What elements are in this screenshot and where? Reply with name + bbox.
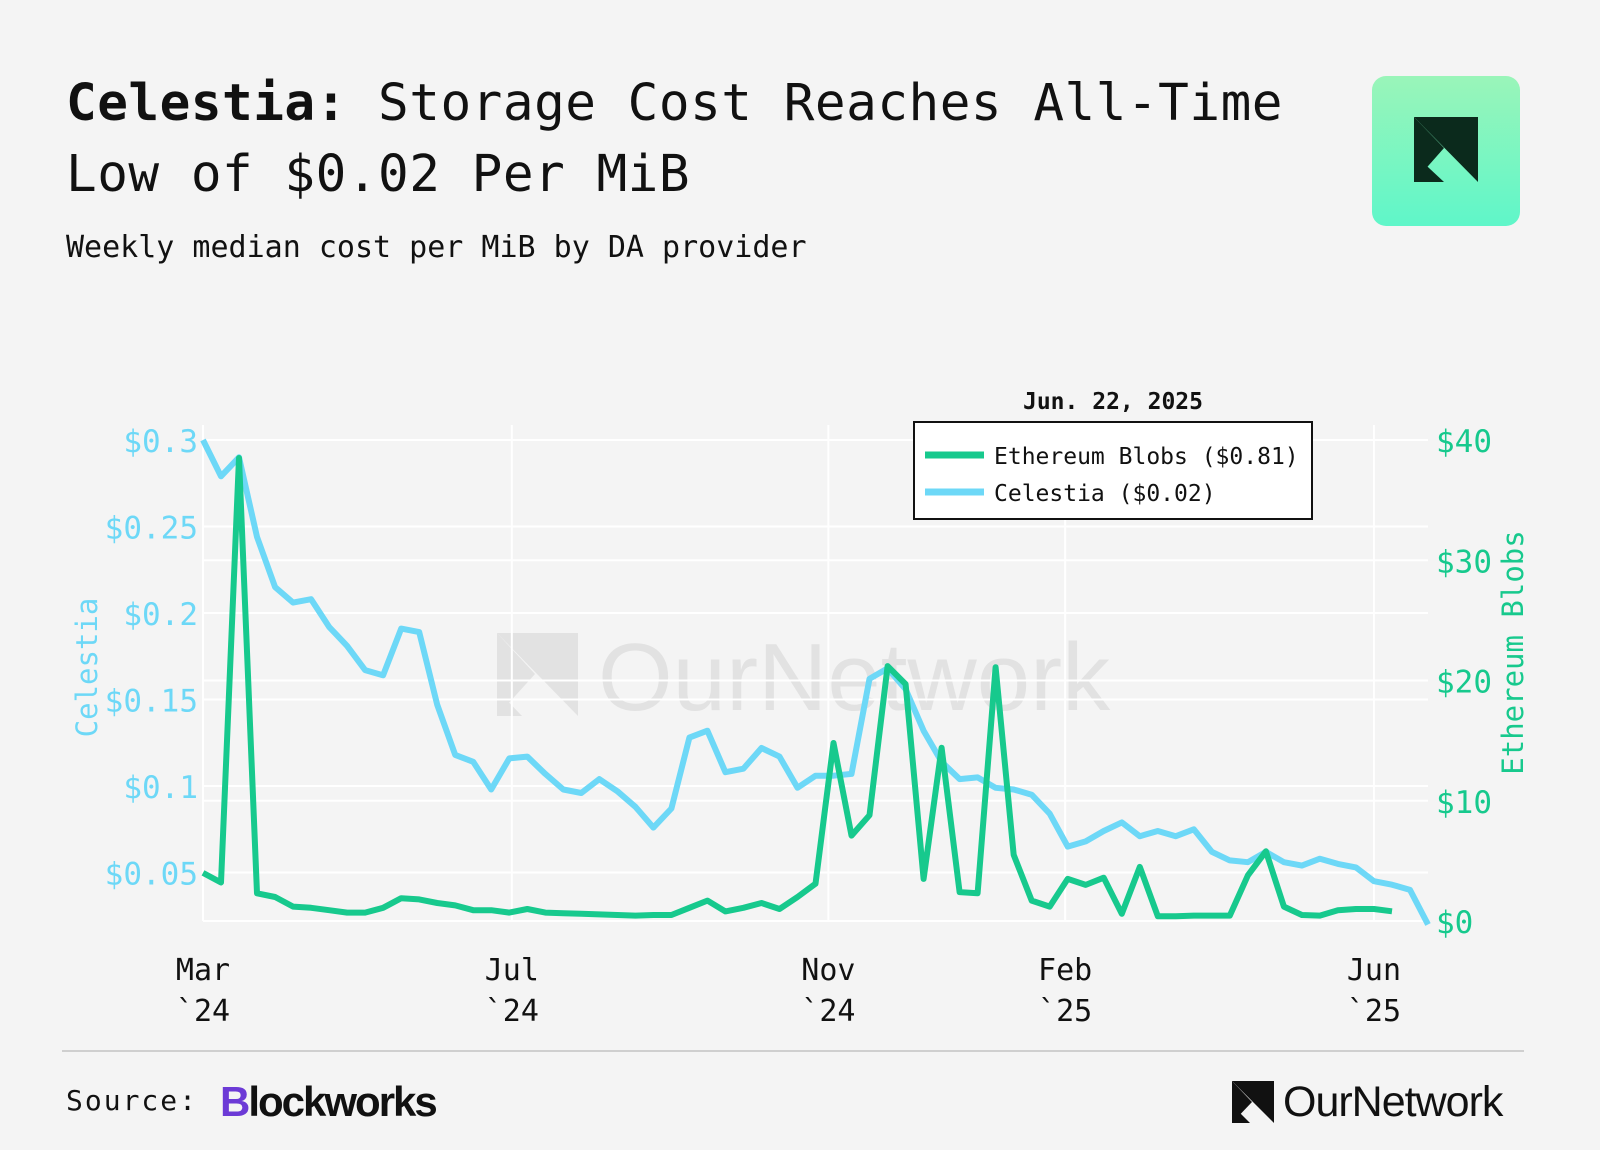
legend-label-celestia: Celestia ($0.02) (994, 481, 1216, 507)
x-tick-label-year: `24 (801, 994, 855, 1029)
right-axis-title: Ethereum Blobs (1496, 530, 1530, 774)
ethereum-series-line (201, 455, 1393, 920)
left-tick-label: $0.1 (123, 770, 198, 806)
x-tick-label-year: `24 (485, 994, 539, 1029)
celestia-series-line (200, 438, 1431, 926)
watermark-mark-icon (497, 633, 535, 716)
x-tick-label-year: `25 (1347, 994, 1401, 1029)
left-tick-label: $0.05 (105, 857, 198, 893)
blockworks-rest: lockworks (248, 1078, 437, 1125)
left-tick-label: $0.15 (105, 684, 198, 720)
title-rest-part: Storage Cost Reaches All-Time Low of $0.… (66, 74, 1283, 204)
hover-date-label: Jun. 22, 2025 (1023, 389, 1203, 415)
left-axis-title: Celestia (70, 598, 104, 738)
title-bold-part: Celestia: (66, 74, 347, 133)
right-tick-label: $30 (1436, 544, 1492, 580)
x-tick-label-year: `24 (176, 994, 230, 1029)
ournetwork-mark-icon (1414, 117, 1478, 182)
watermark-mark-icon (497, 690, 522, 716)
blockworks-initial: B (220, 1078, 250, 1125)
source-label: Source: (66, 1084, 199, 1117)
right-tick-label: $10 (1436, 785, 1492, 821)
page-title: Celestia: Storage Cost Reaches All-Time … (66, 68, 1316, 210)
x-tick-label-month: Jul (485, 953, 539, 988)
right-tick-label: $0 (1436, 905, 1473, 941)
x-tick-label-month: Feb (1038, 953, 1092, 988)
x-tick-label-month: Nov (801, 953, 855, 988)
right-tick-label: $20 (1436, 665, 1492, 701)
right-tick-label: $40 (1436, 424, 1492, 460)
footer-divider (62, 1050, 1524, 1052)
left-tick-label: $0.25 (105, 511, 198, 547)
ournetwork-wordmark: OurNetwork (1283, 1078, 1503, 1126)
left-tick-label: $0.3 (123, 424, 198, 460)
watermark-mark-icon (497, 633, 578, 716)
blockworks-logo: Blockworks (220, 1078, 438, 1126)
watermark-text: OurNetwork (598, 624, 1111, 731)
legend-box (913, 421, 1313, 520)
ournetwork-logo-badge (1372, 76, 1520, 226)
x-tick-label-month: Mar (176, 953, 230, 988)
legend-label-ethereum: Ethereum Blobs ($0.81) (994, 444, 1299, 470)
page-subtitle: Weekly median cost per MiB by DA provide… (66, 230, 807, 265)
ournetwork-footer-icon (1232, 1081, 1274, 1123)
x-tick-label-year: `25 (1038, 994, 1092, 1029)
left-tick-label: $0.2 (123, 597, 198, 633)
x-tick-label-month: Jun (1347, 953, 1401, 988)
